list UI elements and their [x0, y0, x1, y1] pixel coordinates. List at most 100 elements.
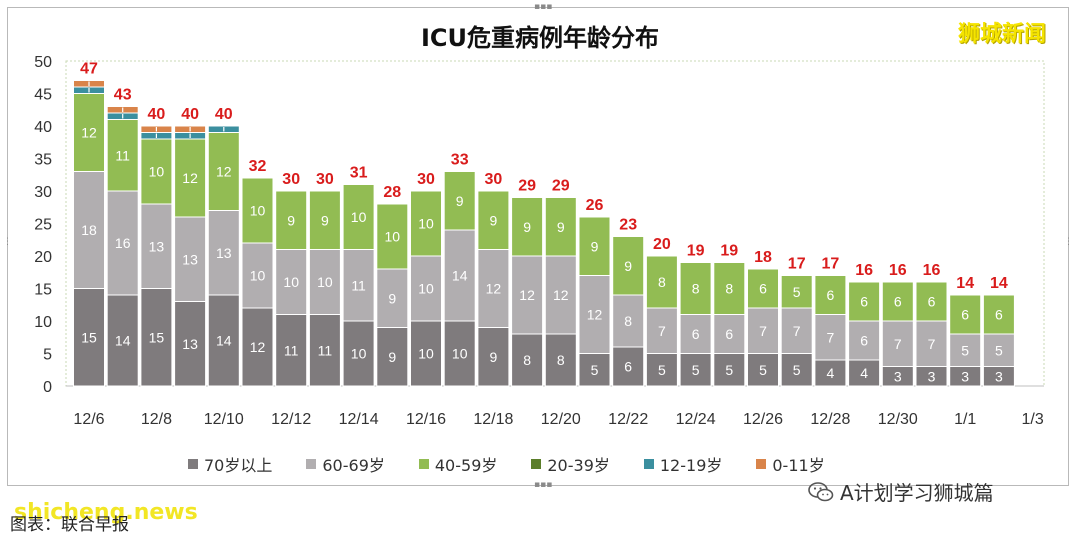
bar-value-label: 12 [587, 307, 603, 323]
bar-value-label: 6 [995, 307, 1003, 323]
bar-value-label: 18 [81, 222, 97, 238]
bar-segment [612, 346, 645, 387]
bar-segment [106, 119, 139, 192]
bar-segment [477, 190, 510, 250]
legend-label: 40-59岁 [434, 456, 498, 475]
y-tick-label: 50 [34, 54, 52, 71]
bar-segment [174, 138, 207, 218]
x-tick-label: 12/10 [204, 411, 244, 428]
bar-segment [410, 255, 442, 322]
bar-segment [881, 281, 914, 322]
bar-value-label: 15 [149, 329, 165, 345]
bar-total-label: 19 [720, 243, 738, 260]
bar-segment [73, 288, 105, 387]
bar-value-label: 6 [860, 294, 868, 310]
bar-value-label: 4 [860, 365, 868, 381]
legend-item: 12-19岁 [643, 452, 723, 476]
bar-value-label: 12 [216, 164, 232, 180]
bar-segment [443, 229, 476, 322]
legend-label: 12-19岁 [659, 456, 723, 475]
bar-total-label: 31 [350, 165, 368, 182]
bar-segment [207, 210, 240, 296]
bar-value-label: 9 [287, 212, 295, 228]
bar-total-label: 29 [552, 178, 570, 195]
bar-value-label: 8 [658, 274, 666, 290]
bar-value-label: 7 [793, 323, 801, 339]
bar-value-label: 12 [553, 287, 569, 303]
bar-total-label: 30 [485, 171, 503, 188]
legend-swatch [306, 459, 317, 469]
bar-value-label: 8 [692, 281, 700, 297]
bar-value-label: 13 [182, 336, 198, 352]
resize-handle-top[interactable]: ▪▪▪ [534, 2, 553, 12]
bar-value-label: 7 [894, 336, 902, 352]
bar-value-label: 8 [725, 281, 733, 297]
bar-segment [275, 249, 308, 315]
y-tick-label: 10 [34, 314, 52, 331]
bar-value-label: 11 [318, 342, 333, 358]
bar-total-label: 47 [80, 61, 98, 78]
bar-segment [578, 275, 611, 354]
legend-item: 20-39岁 [531, 452, 610, 476]
x-tick-label: 12/22 [608, 411, 648, 428]
bar-value-label: 9 [591, 238, 599, 254]
bar-value-label: 10 [283, 274, 299, 290]
bar-value-label: 12 [81, 125, 97, 141]
bar-segment [443, 171, 476, 231]
bar-segment [848, 281, 881, 322]
bar-value-label: 8 [557, 352, 565, 368]
bar-segment [140, 288, 173, 387]
chart-frame: ▪▪▪ ⋮ ⋮ ▪▪▪ [3, 3, 1073, 490]
bar-segment [511, 197, 544, 257]
bar-total-label: 28 [383, 184, 401, 201]
watermark-text: shicheng.news [14, 500, 198, 525]
bar-segment [511, 255, 544, 335]
bar-value-label: 12 [519, 287, 535, 303]
bar-value-label: 14 [216, 333, 232, 349]
bar-total-label: 30 [417, 171, 435, 188]
bar-value-label: 9 [388, 349, 396, 365]
bar-value-label: 5 [725, 362, 733, 378]
bar-value-label: 7 [928, 336, 936, 352]
bar-segment [645, 255, 678, 309]
bar-segment [848, 359, 881, 387]
bar-value-label: 13 [149, 238, 165, 254]
bar-value-label: 11 [284, 342, 299, 358]
resize-handle-left[interactable]: ⋮ [3, 237, 12, 247]
bar-segment [713, 353, 746, 387]
bar-segment [140, 138, 173, 205]
legend-swatch [643, 459, 654, 469]
bar-value-label: 9 [321, 212, 329, 228]
bar-segment [342, 249, 375, 322]
bar-segment [174, 301, 207, 387]
legend-swatch [531, 459, 542, 469]
legend-item: 60-69岁 [306, 452, 385, 476]
y-tick-label: 0 [43, 379, 52, 396]
y-tick-label: 5 [43, 347, 52, 364]
bar-value-label: 6 [860, 333, 868, 349]
bar-value-label: 10 [149, 164, 165, 180]
bar-value-label: 10 [418, 281, 434, 297]
bar-segment [241, 177, 274, 244]
y-tick-label: 40 [34, 119, 52, 136]
bar-value-label: 6 [827, 287, 835, 303]
bar-value-label: 14 [115, 333, 131, 349]
x-tick-label: 12/16 [406, 411, 446, 428]
bar-value-label: 9 [624, 258, 632, 274]
bar-segment [949, 333, 982, 367]
bar-value-label: 6 [928, 294, 936, 310]
bar-total-label: 16 [855, 262, 873, 279]
bar-total-label: 14 [990, 275, 1008, 292]
bar-value-label: 3 [928, 368, 936, 384]
legend-swatch [188, 459, 198, 469]
resize-handle-bottom[interactable]: ▪▪▪ [534, 480, 553, 490]
bar-value-label: 9 [490, 349, 498, 365]
bar-value-label: 5 [658, 362, 666, 378]
resize-handle-right[interactable]: ⋮ [1064, 237, 1073, 247]
bar-segment [747, 268, 779, 309]
x-tick-label: 12/28 [810, 411, 850, 428]
bar-segment [713, 262, 746, 315]
bar-segment [376, 268, 409, 328]
wechat-account[interactable]: A计划学习狮城篇 [808, 477, 994, 506]
bar-total-label: 29 [518, 178, 536, 195]
